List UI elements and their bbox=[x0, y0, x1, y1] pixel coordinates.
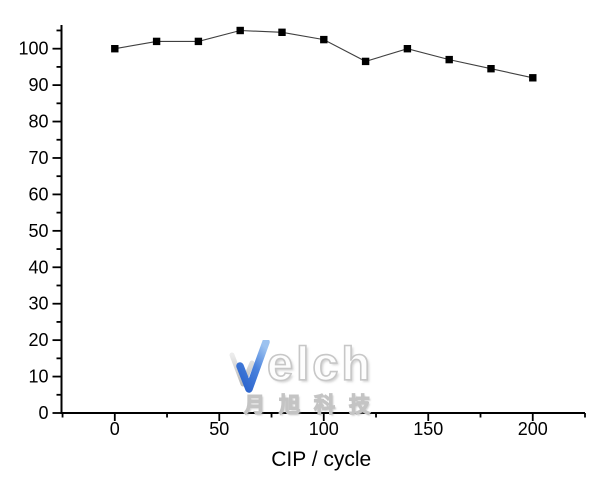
y-tick-label: 90 bbox=[28, 75, 48, 95]
data-point-marker bbox=[278, 28, 286, 36]
y-tick-label: 80 bbox=[28, 112, 48, 132]
data-point-marker bbox=[403, 45, 412, 53]
y-tick-label: 30 bbox=[28, 294, 48, 314]
data-point-marker bbox=[320, 35, 328, 44]
data-point-marker bbox=[487, 65, 495, 73]
x-tick-label: 0 bbox=[110, 419, 120, 439]
x-tick-label: 150 bbox=[413, 419, 443, 439]
y-tick-label: 100 bbox=[18, 39, 48, 59]
data-point-marker bbox=[236, 26, 244, 35]
data-point-marker bbox=[194, 37, 203, 46]
y-tick-label: 10 bbox=[28, 367, 48, 387]
x-tick-label: 200 bbox=[518, 419, 548, 439]
y-tick-label: 60 bbox=[28, 184, 48, 204]
y-tick-label: 40 bbox=[28, 257, 48, 277]
y-tick-label: 50 bbox=[28, 221, 48, 241]
data-point-marker bbox=[529, 74, 537, 82]
axes bbox=[60, 25, 585, 414]
data-point-marker bbox=[445, 55, 453, 64]
series bbox=[111, 26, 537, 82]
y-tick-label: 70 bbox=[28, 148, 48, 168]
data-point-marker bbox=[111, 45, 119, 53]
x-tick-label: 50 bbox=[209, 419, 229, 439]
ticks bbox=[52, 29, 586, 421]
data-point-marker bbox=[152, 37, 161, 46]
x-tick-label: 100 bbox=[309, 419, 339, 439]
data-point-marker bbox=[361, 57, 370, 66]
axis-lines bbox=[60, 25, 585, 414]
tick-labels: 0 50 100 150 200 0 10 20 30 40 50 60 70 80 90 100 bbox=[18, 39, 547, 439]
x-axis-title: CIP / cycle bbox=[271, 448, 371, 471]
y-tick-label: 20 bbox=[28, 330, 48, 350]
y-tick-label: 0 bbox=[38, 403, 48, 423]
